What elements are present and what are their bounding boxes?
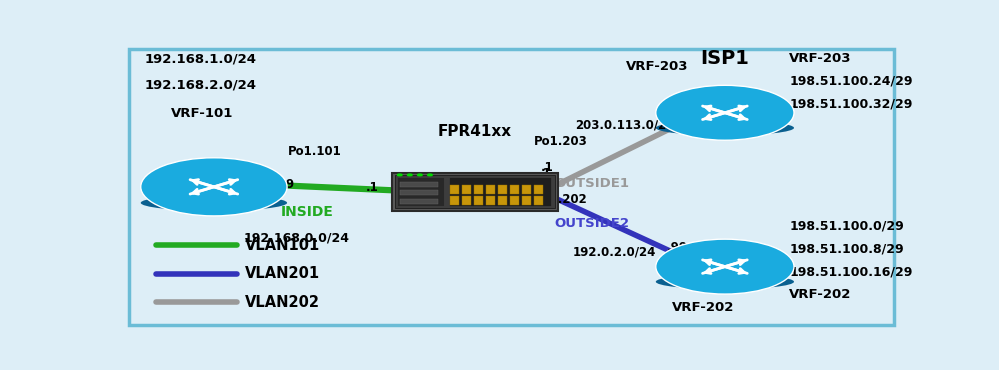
FancyBboxPatch shape (450, 196, 459, 205)
FancyBboxPatch shape (398, 177, 444, 206)
Text: VLAN201: VLAN201 (245, 266, 320, 281)
Text: 198.51.100.8/29: 198.51.100.8/29 (789, 242, 904, 255)
Text: Po1.203: Po1.203 (533, 135, 587, 148)
Text: VRF-202: VRF-202 (789, 288, 851, 301)
Ellipse shape (655, 120, 794, 135)
Text: 198.51.100.24/29: 198.51.100.24/29 (789, 74, 913, 87)
Text: VRF-202: VRF-202 (671, 302, 734, 314)
Text: 203.0.113.0/24: 203.0.113.0/24 (575, 118, 675, 131)
FancyBboxPatch shape (395, 175, 555, 208)
Text: 198.51.100.32/29: 198.51.100.32/29 (789, 97, 912, 110)
Ellipse shape (141, 158, 287, 216)
Text: 192.168.2.0/24: 192.168.2.0/24 (144, 78, 256, 92)
Text: VLAN101: VLAN101 (245, 238, 320, 253)
Ellipse shape (655, 274, 794, 289)
Text: 192.0.2.0/24: 192.0.2.0/24 (572, 245, 655, 258)
Text: 198.51.100.0/29: 198.51.100.0/29 (789, 220, 904, 233)
FancyBboxPatch shape (463, 196, 471, 205)
Circle shape (418, 174, 423, 176)
FancyBboxPatch shape (400, 190, 439, 195)
Ellipse shape (655, 85, 794, 140)
Text: Po1.101: Po1.101 (288, 145, 342, 158)
FancyBboxPatch shape (522, 196, 530, 205)
Text: VRF-203: VRF-203 (625, 60, 688, 73)
Text: ISP2: ISP2 (700, 239, 749, 259)
FancyBboxPatch shape (400, 199, 439, 204)
FancyBboxPatch shape (475, 196, 483, 205)
Circle shape (428, 174, 433, 176)
Text: .99: .99 (274, 178, 295, 191)
FancyBboxPatch shape (449, 177, 551, 206)
Text: .1: .1 (366, 181, 379, 194)
Text: .1: .1 (539, 168, 551, 181)
FancyBboxPatch shape (450, 185, 459, 194)
Text: VRF-203: VRF-203 (789, 51, 852, 64)
FancyBboxPatch shape (499, 196, 506, 205)
Circle shape (408, 174, 413, 176)
FancyBboxPatch shape (487, 196, 495, 205)
FancyBboxPatch shape (392, 172, 558, 211)
FancyBboxPatch shape (534, 185, 542, 194)
Circle shape (398, 174, 402, 176)
FancyBboxPatch shape (475, 185, 483, 194)
Text: ISP1: ISP1 (700, 49, 749, 68)
Text: OUTSIDE2: OUTSIDE2 (554, 217, 629, 230)
Ellipse shape (141, 195, 287, 211)
FancyBboxPatch shape (487, 185, 495, 194)
Text: .1: .1 (540, 161, 553, 174)
FancyBboxPatch shape (510, 185, 518, 194)
FancyBboxPatch shape (534, 196, 542, 205)
Text: 192.168.0.0/24: 192.168.0.0/24 (244, 231, 350, 244)
FancyBboxPatch shape (400, 182, 439, 187)
Text: INSIDE: INSIDE (281, 205, 334, 219)
FancyBboxPatch shape (510, 196, 518, 205)
Text: VRF-101: VRF-101 (172, 107, 234, 120)
Text: OUTSIDE1: OUTSIDE1 (554, 177, 629, 190)
Ellipse shape (655, 239, 794, 294)
FancyBboxPatch shape (463, 185, 471, 194)
Text: VLAN202: VLAN202 (245, 295, 320, 310)
Text: Po1.202: Po1.202 (533, 192, 587, 206)
Text: .99: .99 (667, 241, 688, 254)
Text: .99: .99 (667, 112, 688, 125)
FancyBboxPatch shape (522, 185, 530, 194)
Text: FPR41xx: FPR41xx (438, 124, 511, 139)
Text: 198.51.100.16/29: 198.51.100.16/29 (789, 265, 912, 278)
Text: 192.168.1.0/24: 192.168.1.0/24 (144, 53, 256, 66)
FancyBboxPatch shape (499, 185, 506, 194)
